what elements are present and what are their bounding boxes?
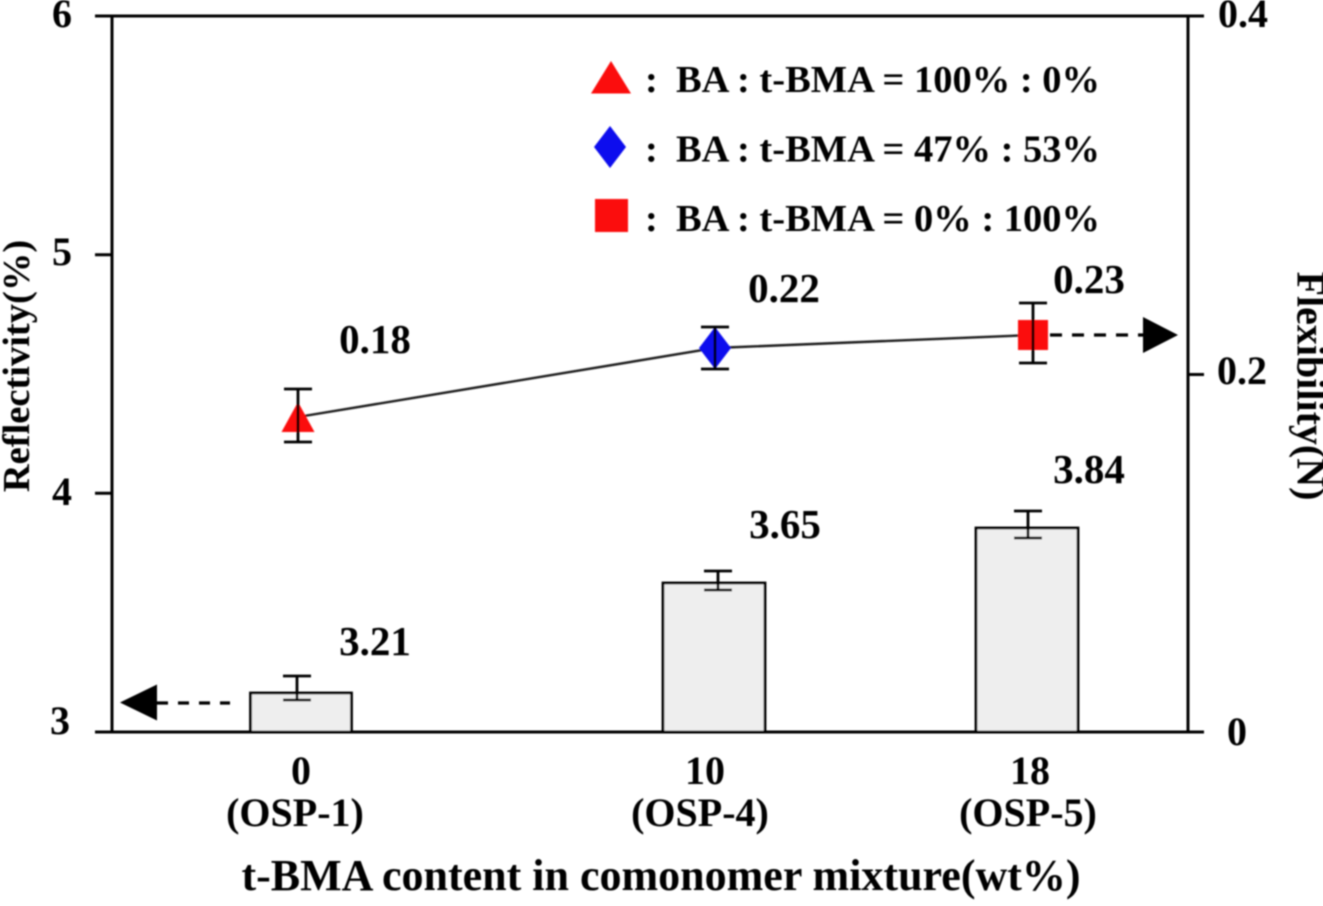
svg-text:0.4: 0.4 (1218, 0, 1268, 36)
svg-text:0.23: 0.23 (1053, 256, 1125, 302)
svg-text:3.21: 3.21 (339, 618, 411, 664)
svg-text:(OSP-4): (OSP-4) (631, 790, 769, 835)
svg-text:18: 18 (1010, 748, 1050, 793)
svg-text:3: 3 (50, 698, 70, 743)
svg-text:0: 0 (291, 748, 311, 793)
svg-text:6: 6 (52, 0, 72, 36)
svg-text:0.2: 0.2 (1217, 348, 1267, 393)
svg-text:Flexibility(N): Flexibility(N) (1289, 272, 1323, 501)
svg-text:t-BMA content in comonomer mix: t-BMA content in comonomer mixture(wt%) (241, 851, 1080, 900)
svg-text:BA : t-BMA = 0% : 100%: BA : t-BMA = 0% : 100% (676, 198, 1100, 240)
svg-text:BA : t-BMA = 100% : 0%: BA : t-BMA = 100% : 0% (676, 59, 1100, 101)
svg-text:Reflectivity(%): Reflectivity(%) (0, 240, 38, 492)
svg-text::: : (645, 129, 658, 171)
svg-text:(OSP-1): (OSP-1) (226, 790, 364, 835)
svg-text:3.65: 3.65 (749, 501, 821, 547)
svg-text:(OSP-5): (OSP-5) (959, 790, 1097, 835)
svg-text:10: 10 (685, 748, 725, 793)
svg-text:5: 5 (52, 229, 72, 274)
svg-text:3.84: 3.84 (1053, 446, 1125, 492)
svg-text:0.18: 0.18 (339, 316, 411, 362)
svg-text:BA : t-BMA = 47% : 53%: BA : t-BMA = 47% : 53% (676, 129, 1100, 171)
svg-text:4: 4 (52, 469, 72, 514)
svg-text::: : (645, 59, 658, 101)
svg-text:0.22: 0.22 (748, 265, 820, 311)
svg-text::: : (645, 198, 658, 240)
svg-text:0: 0 (1227, 709, 1247, 754)
